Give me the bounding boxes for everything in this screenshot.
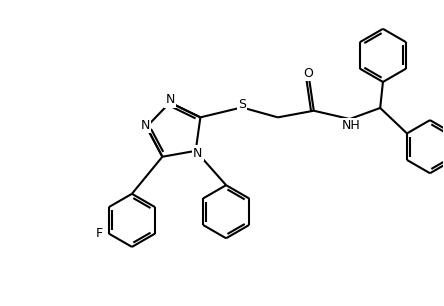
Text: F: F [95,227,103,240]
Text: NH: NH [341,119,360,132]
Text: N: N [141,119,150,132]
Text: O: O [303,67,313,80]
Text: N: N [165,93,174,106]
Text: S: S [238,98,246,110]
Text: N: N [193,147,202,159]
